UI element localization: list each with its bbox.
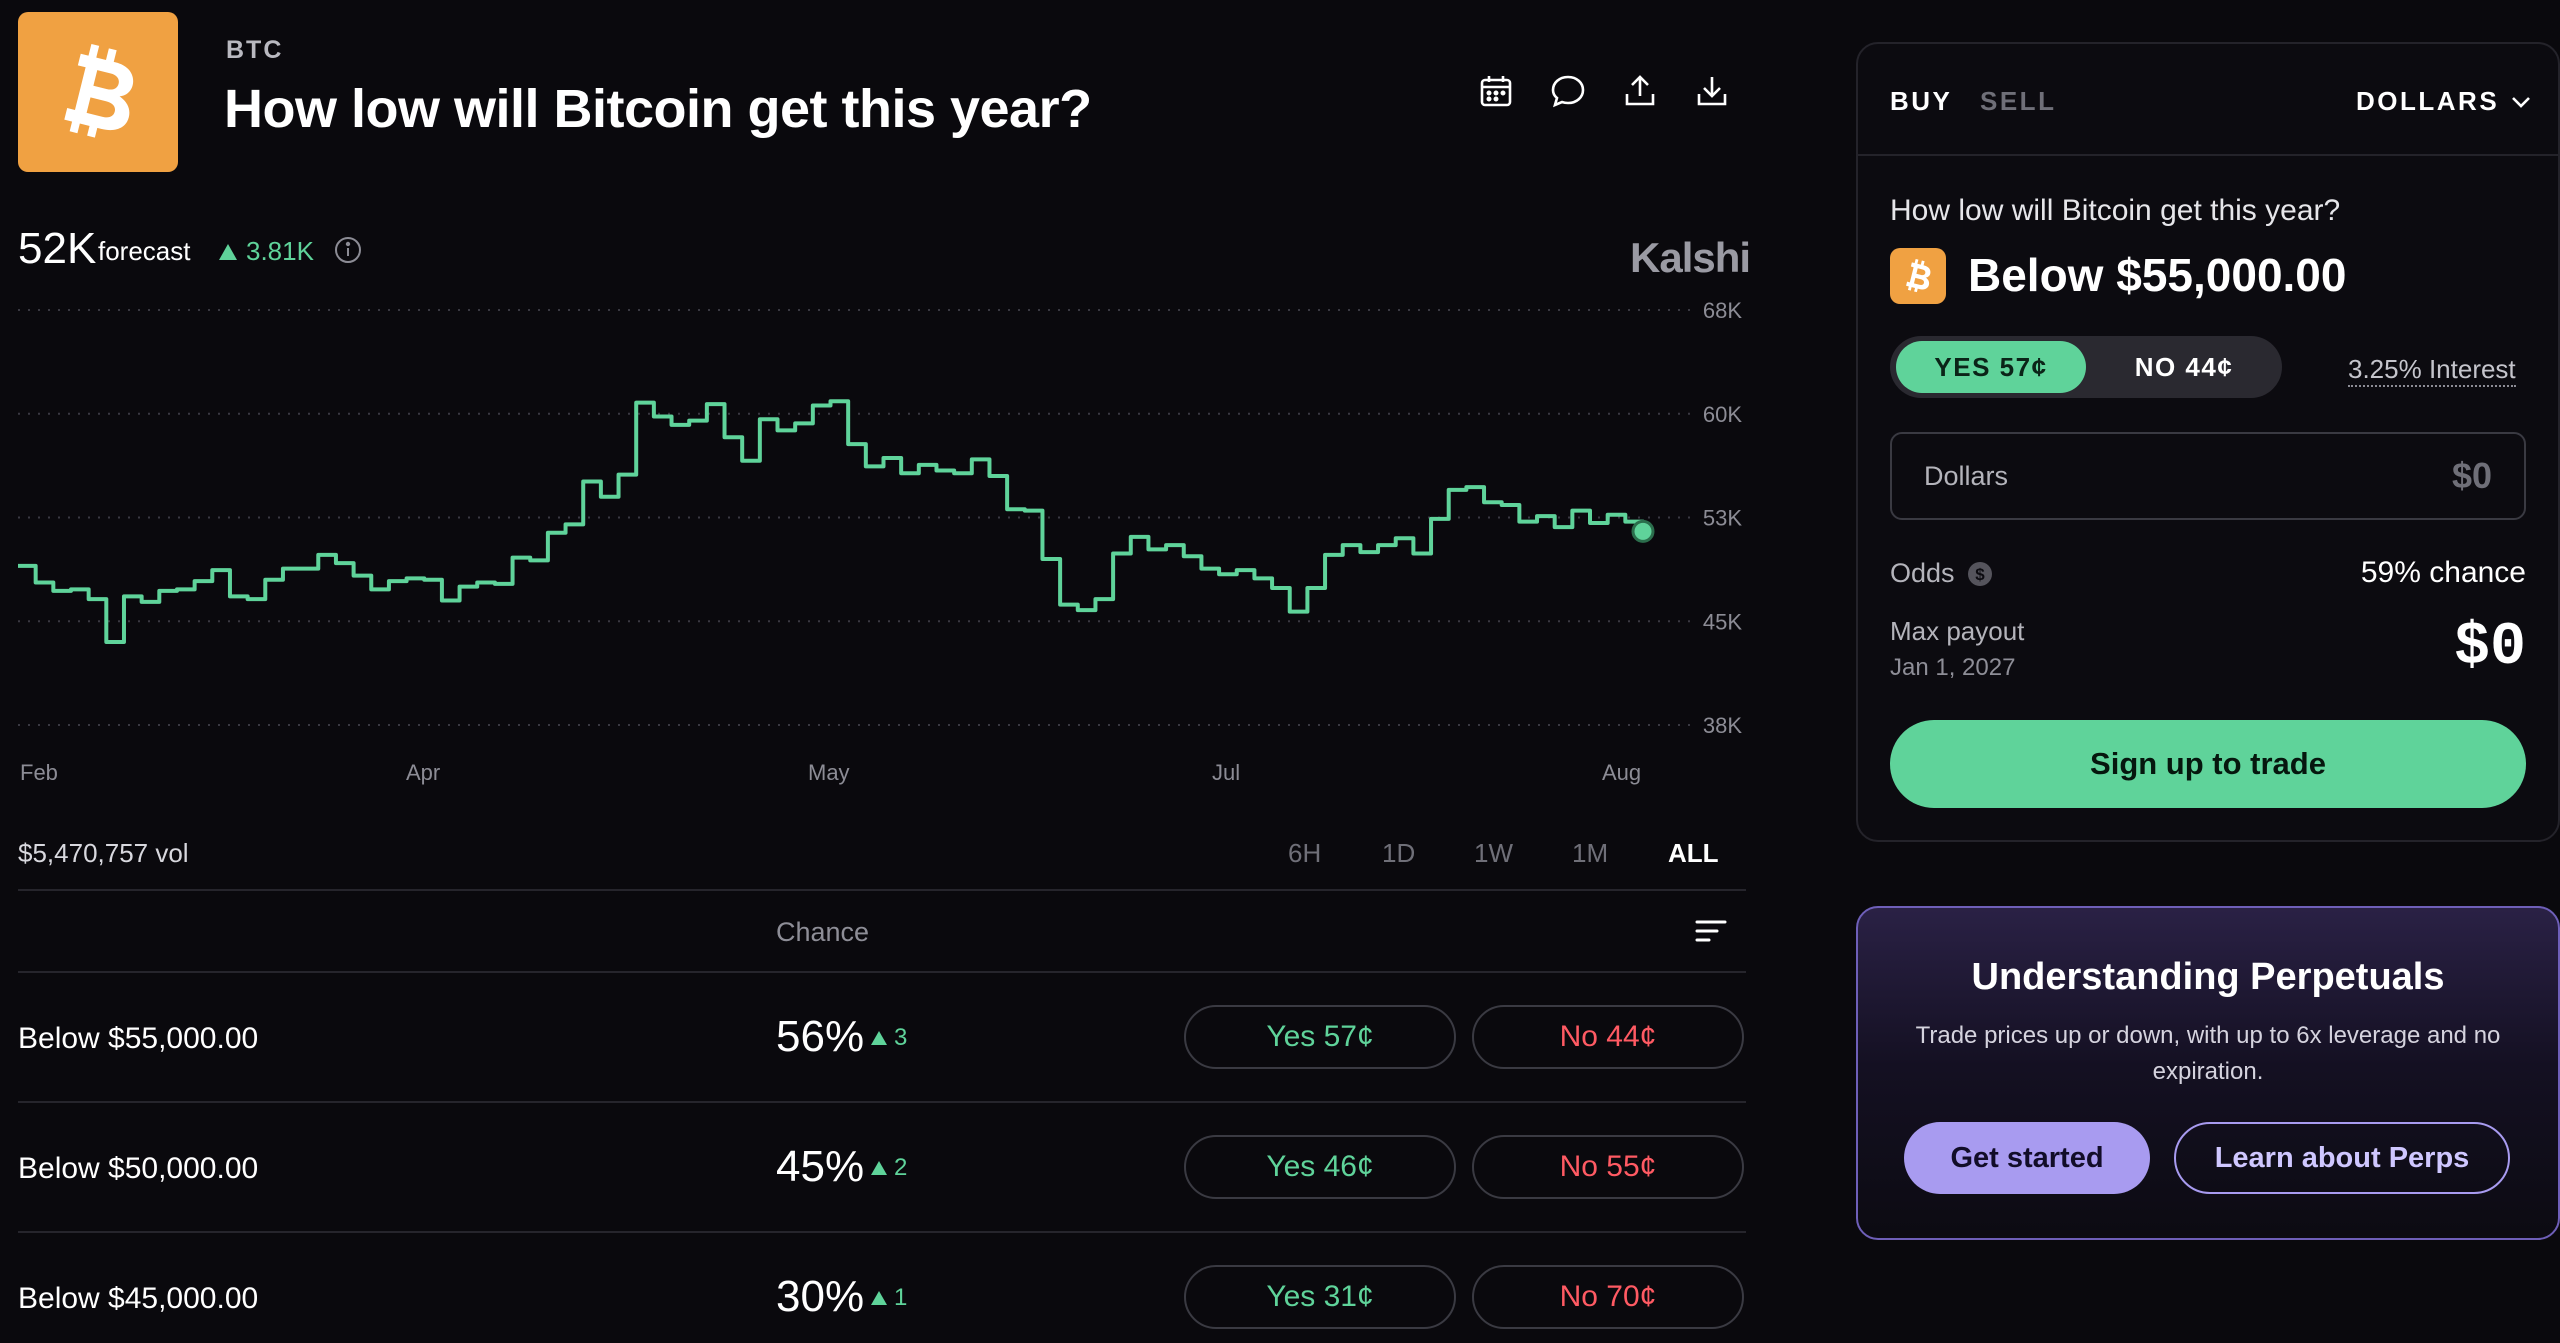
bitcoin-logo: [18, 12, 178, 172]
odds-label: Odds: [1890, 558, 1955, 588]
amount-label: Dollars: [1924, 460, 2009, 491]
odds-value: 59% chance: [2360, 556, 2526, 589]
chart-grid: [18, 309, 1698, 726]
trade-question: How low will Bitcoin get this year?: [1890, 194, 2341, 227]
max-payout-value: $0: [2453, 614, 2526, 682]
info-icon[interactable]: [334, 236, 362, 264]
bitcoin-icon: [1906, 258, 1931, 293]
dollar-coin-icon[interactable]: $: [1967, 561, 1993, 587]
range-6h-button[interactable]: 6H: [1288, 838, 1322, 868]
market-row-chance: 30%: [776, 1272, 865, 1321]
buy-yes-button[interactable]: Yes 46¢: [1184, 1135, 1456, 1199]
market-row-delta-value: 1: [894, 1284, 908, 1311]
range-1w-button[interactable]: 1W: [1474, 838, 1513, 868]
market-row-label: Below $50,000.00: [18, 1152, 259, 1185]
market-row-chance: 56%: [776, 1012, 865, 1061]
market-row-delta: 1: [870, 1284, 907, 1312]
amount-value: $0: [2451, 455, 2492, 496]
learn-perps-button[interactable]: Learn about Perps: [2174, 1122, 2510, 1194]
buy-no-button[interactable]: No 70¢: [1472, 1265, 1744, 1329]
y-tick-label: 68K: [1703, 298, 1742, 323]
sort-icon[interactable]: [1694, 916, 1728, 946]
download-icon[interactable]: [1689, 68, 1735, 114]
market-row-delta: 2: [870, 1154, 907, 1182]
forecast-value: 52K: [18, 224, 97, 273]
chevron-down-icon: [2512, 96, 2531, 108]
row-divider: [18, 1231, 1746, 1233]
no-toggle-button[interactable]: NO 44¢: [2134, 351, 2234, 382]
buy-tab[interactable]: BUY: [1890, 86, 1953, 116]
y-tick-label: 45K: [1703, 609, 1742, 634]
buy-yes-button[interactable]: Yes 57¢: [1184, 1005, 1456, 1069]
y-tick-label: 38K: [1703, 713, 1742, 738]
market-row-delta-value: 3: [894, 1024, 908, 1051]
forecast-label: forecast: [98, 236, 191, 266]
up-arrow-icon: [871, 1161, 887, 1175]
interest-link[interactable]: 3.25% Interest: [2348, 354, 2516, 387]
svg-text:$: $: [1975, 565, 1985, 584]
range-1d-button[interactable]: 1D: [1382, 838, 1416, 868]
x-tick-label: Jul: [1212, 760, 1240, 785]
promo-title: Understanding Perpetuals: [1971, 956, 2445, 998]
promo-text: Trade prices up or down, with up to 6x l…: [1915, 1022, 2501, 1085]
card-divider: [1858, 154, 2558, 156]
trade-panel: [1856, 42, 2560, 842]
buy-no-button[interactable]: No 55¢: [1472, 1135, 1744, 1199]
max-payout-label: Max payout: [1890, 616, 2025, 646]
forecast-delta-value: 3.81K: [246, 236, 314, 266]
x-tick-label: May: [808, 760, 850, 785]
buy-no-button[interactable]: No 44¢: [1472, 1005, 1744, 1069]
price-chart[interactable]: 68K 60K 53K 45K 38K Feb Apr May Jul Aug: [0, 280, 1760, 800]
row-divider: [18, 1101, 1746, 1103]
table-divider: [18, 889, 1746, 891]
market-row-delta-value: 2: [894, 1154, 908, 1181]
yes-toggle-button[interactable]: YES 57¢: [1896, 341, 2086, 393]
share-icon[interactable]: [1617, 68, 1663, 114]
currency-dropdown[interactable]: DOLLARS: [2356, 86, 2531, 117]
comment-icon[interactable]: [1545, 68, 1591, 114]
y-tick-label: 60K: [1703, 402, 1742, 427]
y-axis: 68K 60K 53K 45K 38K: [1703, 298, 1742, 738]
range-1m-button[interactable]: 1M: [1572, 838, 1609, 868]
get-started-button[interactable]: Get started: [1904, 1122, 2150, 1194]
buy-yes-button[interactable]: Yes 31¢: [1184, 1265, 1456, 1329]
payout-date: Jan 1, 2027: [1890, 654, 2016, 681]
x-axis: Feb Apr May Jul Aug: [20, 760, 1641, 785]
chance-column-header: Chance: [776, 917, 870, 947]
up-arrow-icon: [219, 243, 237, 260]
x-tick-label: Apr: [406, 760, 440, 785]
table-divider: [18, 971, 1746, 973]
x-tick-label: Aug: [1602, 760, 1641, 785]
market-row-label: Below $45,000.00: [18, 1282, 259, 1315]
market-row-chance: 45%: [776, 1142, 865, 1191]
forecast-delta: 3.81K: [218, 236, 314, 267]
bitcoin-icon: [64, 43, 134, 138]
market-row-delta: 3: [870, 1024, 907, 1052]
page-title: How low will Bitcoin get this year?: [224, 79, 1092, 139]
odds-label-group: Odds $: [1890, 558, 1993, 589]
bitcoin-mini-logo: [1890, 248, 1946, 304]
ticker-label: BTC: [226, 36, 284, 64]
currency-label: DOLLARS: [2356, 86, 2500, 116]
y-tick-label: 53K: [1703, 506, 1742, 531]
up-arrow-icon: [871, 1291, 887, 1305]
series-line: [18, 399, 1645, 644]
amount-input[interactable]: Dollars $0: [1890, 432, 2526, 520]
series-end-point: [1631, 519, 1655, 543]
calendar-icon[interactable]: [1473, 68, 1519, 114]
sign-up-button[interactable]: Sign up to trade: [1890, 720, 2526, 808]
volume-label: $5,470,757 vol: [18, 838, 189, 868]
x-tick-label: Feb: [20, 760, 58, 785]
up-arrow-icon: [871, 1031, 887, 1045]
range-all-button[interactable]: ALL: [1668, 838, 1719, 868]
market-row-label: Below $55,000.00: [18, 1022, 259, 1055]
brand-logo: Kalshi: [1630, 234, 1751, 281]
trade-outcome: Below $55,000.00: [1968, 249, 2347, 301]
sell-tab[interactable]: SELL: [1980, 86, 2057, 116]
